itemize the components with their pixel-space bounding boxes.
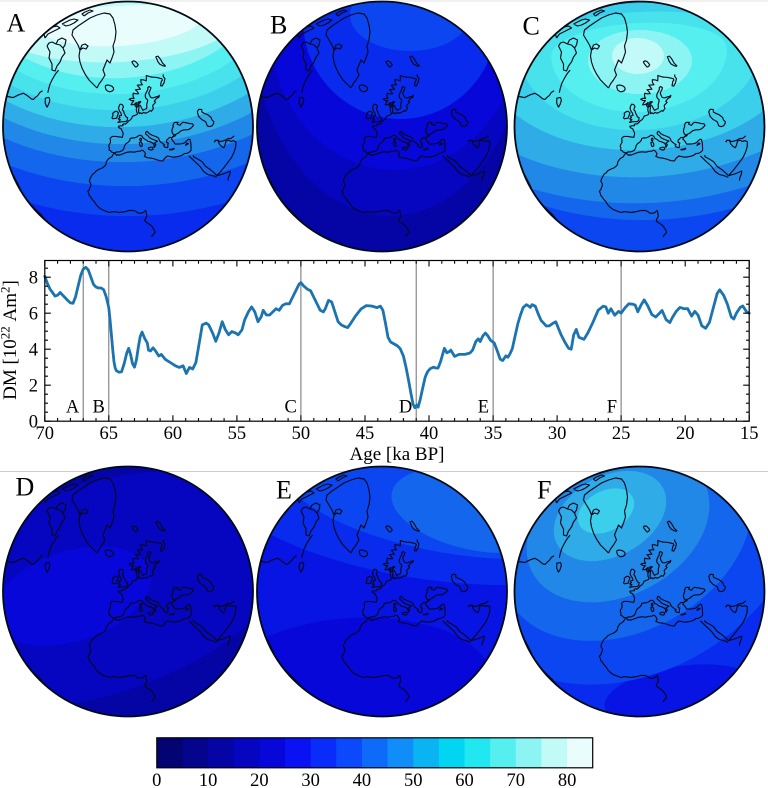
svg-text:25: 25 — [612, 424, 631, 444]
svg-text:0: 0 — [152, 771, 161, 788]
svg-text:40: 40 — [353, 771, 372, 788]
svg-text:35: 35 — [484, 424, 503, 444]
svg-text:DM [1022 Am2]: DM [1022 Am2] — [0, 280, 21, 400]
svg-text:60: 60 — [164, 424, 183, 444]
svg-text:B: B — [270, 11, 287, 40]
svg-text:80: 80 — [558, 771, 577, 788]
svg-text:30: 30 — [548, 424, 567, 444]
svg-text:F: F — [537, 476, 551, 505]
svg-text:45: 45 — [356, 424, 375, 444]
svg-text:E: E — [276, 476, 292, 505]
svg-text:C: C — [285, 398, 297, 418]
svg-text:2: 2 — [29, 377, 38, 397]
svg-text:D: D — [16, 473, 35, 502]
svg-text:A: A — [66, 398, 80, 418]
svg-text:F: F — [607, 398, 617, 418]
svg-text:B: B — [92, 398, 104, 418]
svg-text:70: 70 — [36, 424, 55, 444]
svg-text:D: D — [399, 398, 412, 418]
svg-text:20: 20 — [676, 424, 695, 444]
svg-text:C: C — [523, 12, 540, 41]
svg-text:0: 0 — [29, 413, 38, 433]
svg-text:55: 55 — [228, 424, 247, 444]
svg-text:40: 40 — [420, 424, 439, 444]
svg-text:E: E — [478, 398, 489, 418]
svg-text:Age [ka BP]: Age [ka BP] — [350, 444, 445, 465]
svg-text:70: 70 — [507, 771, 526, 788]
svg-text:50: 50 — [404, 771, 423, 788]
svg-text:6: 6 — [29, 305, 38, 325]
svg-text:60: 60 — [455, 771, 474, 788]
svg-text:20: 20 — [250, 771, 269, 788]
svg-text:10: 10 — [199, 771, 218, 788]
svg-text:30: 30 — [301, 771, 320, 788]
svg-text:4: 4 — [29, 341, 38, 361]
svg-text:15: 15 — [740, 424, 759, 444]
svg-text:65: 65 — [100, 424, 119, 444]
svg-text:8: 8 — [29, 269, 38, 289]
svg-text:50: 50 — [292, 424, 311, 444]
svg-text:A: A — [7, 9, 26, 38]
